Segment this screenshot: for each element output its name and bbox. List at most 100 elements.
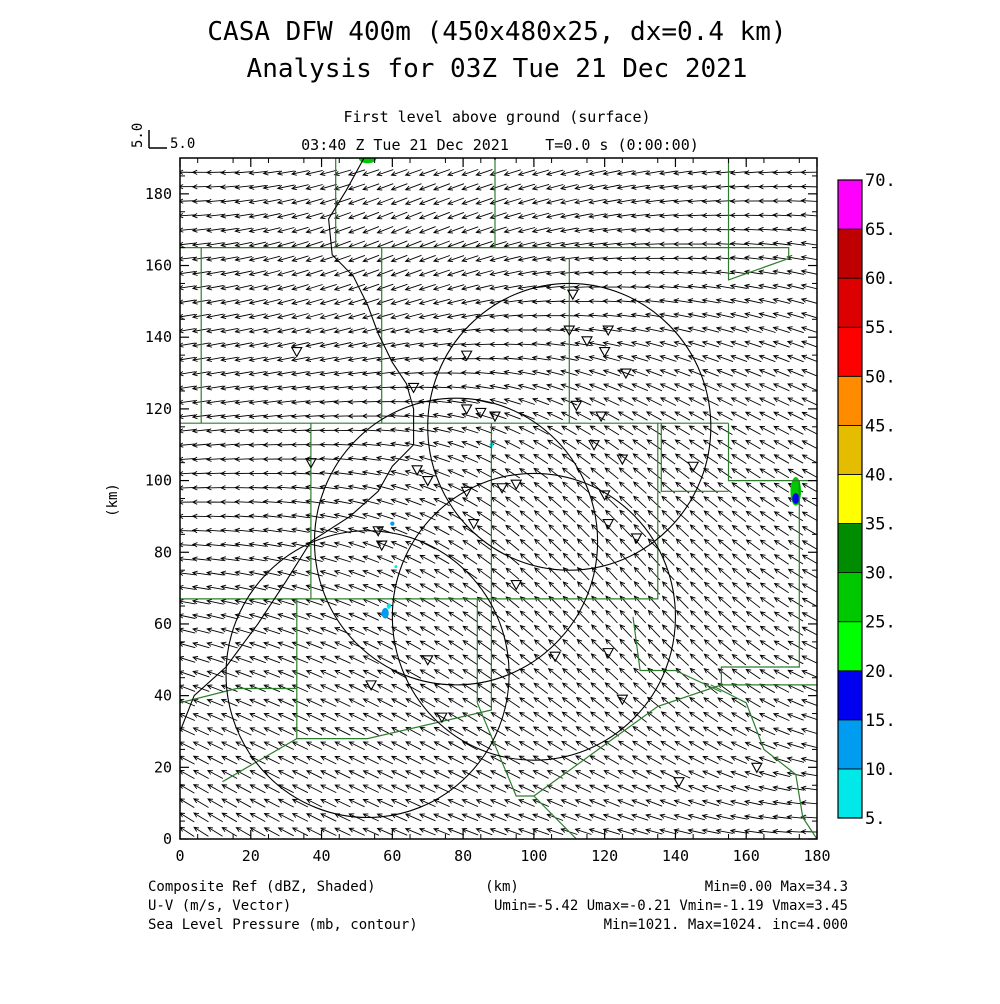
- wind-vector: [773, 468, 790, 479]
- wind-vector: [433, 741, 450, 751]
- wind-vectors: [180, 168, 817, 837]
- y-tick-label: 0: [163, 830, 172, 848]
- wind-vector: [575, 453, 591, 465]
- wind-vector: [758, 397, 776, 406]
- wind-vector: [291, 641, 309, 649]
- wind-vector: [659, 354, 677, 362]
- wind-vector: [460, 412, 479, 419]
- wind-vector: [305, 727, 323, 736]
- wind-vector: [531, 198, 550, 205]
- wind-vector: [730, 425, 747, 435]
- wind-vector: [645, 397, 663, 406]
- wind-vector: [562, 481, 577, 494]
- wind-vector: [517, 299, 536, 305]
- wind-vector: [800, 326, 817, 333]
- wind-vector: [588, 270, 607, 276]
- wind-vector: [221, 798, 238, 808]
- wind-vector: [801, 641, 817, 650]
- wind-vector: [192, 741, 210, 751]
- wind-vector: [220, 542, 239, 548]
- x-tick-label: 120: [591, 847, 618, 865]
- wind-vector: [347, 484, 366, 490]
- wind-vector: [376, 269, 394, 277]
- wind-vector: [800, 829, 817, 835]
- wind-vector: [348, 226, 366, 234]
- wind-vector: [276, 356, 295, 363]
- wind-vector: [180, 684, 196, 692]
- wind-vector: [248, 442, 267, 448]
- wind-vector: [619, 595, 632, 610]
- wind-vector: [333, 456, 352, 462]
- station-marker: [588, 440, 600, 451]
- wind-vector: [743, 828, 762, 834]
- wind-vector: [461, 813, 479, 822]
- wind-vector: [689, 610, 704, 624]
- wind-vector: [559, 169, 578, 176]
- wind-vector: [433, 611, 450, 622]
- wind-vector: [772, 727, 790, 736]
- wind-vector: [633, 495, 647, 509]
- wind-vector: [717, 524, 732, 537]
- wind-vector: [787, 626, 804, 636]
- wind-vector: [503, 412, 521, 420]
- wind-vector: [647, 481, 661, 494]
- wind-vector: [180, 285, 196, 291]
- wind-vector: [447, 255, 465, 263]
- wind-vector: [787, 540, 804, 550]
- wind-vector: [617, 784, 634, 793]
- wind-vector: [646, 425, 662, 436]
- wind-vector: [687, 198, 706, 204]
- wind-vector: [376, 298, 394, 306]
- wind-vector: [787, 397, 804, 406]
- wind-vector: [729, 170, 748, 176]
- wind-vector: [234, 598, 253, 605]
- wind-vector: [576, 667, 591, 681]
- wind-vector: [729, 828, 748, 834]
- wind-vector: [333, 283, 352, 291]
- wind-vector: [461, 197, 479, 205]
- wind-vector: [433, 813, 450, 822]
- wind-vector: [180, 270, 196, 276]
- wind-vector: [504, 482, 520, 493]
- wind-vector: [446, 412, 465, 419]
- wind-vector: [644, 269, 663, 276]
- wind-vector: [432, 356, 451, 362]
- wind-vector: [291, 612, 309, 620]
- wind-vector: [730, 383, 748, 392]
- wind-vector: [605, 566, 618, 581]
- wind-vector: [773, 454, 790, 464]
- wind-vector: [220, 414, 239, 420]
- wind-vector: [476, 497, 492, 507]
- wind-vector: [588, 784, 606, 793]
- wind-vector: [591, 595, 604, 610]
- colorbar-label: 15.: [865, 711, 896, 731]
- wind-vector: [559, 227, 578, 234]
- wind-vector: [560, 770, 578, 779]
- wind-vector: [207, 826, 223, 837]
- wind-vector: [206, 641, 224, 649]
- wind-vector: [786, 198, 805, 204]
- wind-vector: [660, 439, 676, 450]
- wind-vector: [591, 609, 604, 624]
- wind-vector: [347, 183, 366, 191]
- wind-vector: [262, 371, 281, 377]
- wind-vector: [234, 356, 253, 363]
- wind-vector: [659, 326, 677, 333]
- wind-vector: [703, 595, 718, 609]
- wind-vector: [276, 371, 295, 377]
- wind-vector: [320, 755, 337, 765]
- wind-vector: [688, 439, 705, 450]
- wind-vector: [404, 483, 422, 491]
- wind-vector: [206, 627, 224, 634]
- station-marker: [496, 483, 508, 494]
- wind-vector: [234, 170, 253, 176]
- wind-vector: [433, 526, 450, 536]
- wind-vector: [673, 799, 691, 807]
- wind-vector: [276, 499, 295, 505]
- wind-vector: [731, 697, 747, 708]
- wind-vector: [562, 610, 576, 624]
- wind-vector: [419, 654, 436, 665]
- wind-vector: [220, 198, 239, 205]
- wind-vector: [248, 313, 267, 320]
- wind-vector: [532, 770, 549, 779]
